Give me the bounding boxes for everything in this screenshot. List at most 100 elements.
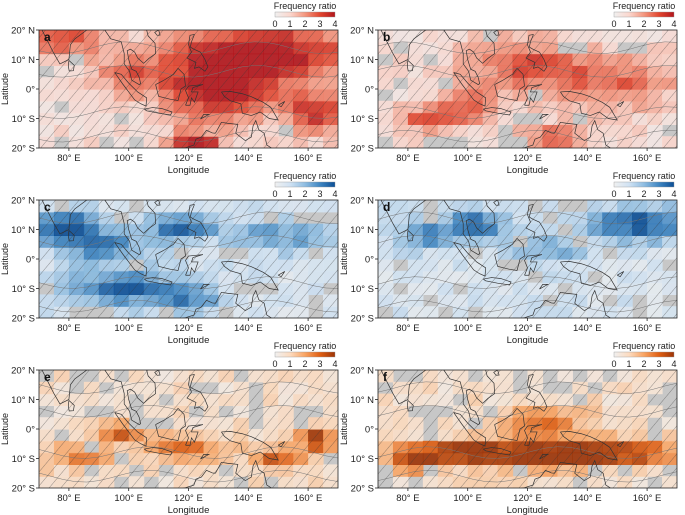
x-axis-label: Longitude [507, 505, 549, 515]
colorbar-tick-label: 4 [671, 359, 676, 369]
y-tick-label: 0° [365, 255, 374, 266]
coastline [185, 254, 203, 276]
coastline [493, 200, 500, 206]
coastline [155, 237, 186, 271]
significance-hatching [39, 370, 338, 488]
colorbar [274, 181, 336, 188]
colorbar-title: Frequency ratio [613, 171, 676, 181]
coastline [524, 254, 542, 276]
colorbar-tick-label: 2 [641, 19, 646, 29]
y-tick-label: 10° N [11, 395, 35, 406]
y-tick-label: 10° N [11, 225, 35, 236]
coastline [221, 91, 279, 121]
coastline [521, 299, 555, 318]
heatmap [378, 358, 677, 488]
y-tick-label: 20° N [350, 196, 374, 207]
coastline [443, 200, 495, 255]
coastline [144, 277, 173, 286]
x-axis-label: Longitude [507, 335, 549, 346]
coastline [154, 370, 161, 376]
y-tick-label: 20° S [12, 314, 35, 325]
colorbar-tick-label: 2 [302, 19, 307, 29]
colorbar-tick-label: 0 [611, 19, 616, 29]
colorbar-tick-label: 4 [332, 359, 337, 369]
x-tick-label: 120° E [174, 323, 203, 334]
panel-label: f [383, 370, 388, 384]
y-tick-label: 10° N [350, 395, 374, 406]
x-tick-label: 140° E [573, 323, 602, 334]
coastline [494, 407, 525, 441]
y-tick-label: 20° S [351, 314, 374, 325]
coastline [189, 358, 193, 364]
x-tick-label: 80° E [396, 493, 419, 504]
colorbar-tick-label: 4 [671, 189, 676, 199]
coastline [524, 84, 542, 106]
panel-label: a [44, 30, 51, 44]
y-axis-label: Latitude [0, 413, 10, 445]
coastline [494, 67, 525, 101]
colorbar-title: Frequency ratio [274, 1, 337, 11]
colorbar [274, 351, 336, 358]
y-axis-label: Latitude [0, 243, 10, 275]
heatmap [39, 200, 338, 318]
x-axis-label: Longitude [168, 165, 210, 176]
x-tick-label: 140° E [234, 153, 263, 164]
y-tick-label: 20° S [351, 484, 374, 495]
colorbar [613, 351, 675, 358]
coastline [617, 441, 625, 448]
colorbar-tick-label: 3 [317, 189, 322, 199]
colorbar-tick-label: 4 [332, 19, 337, 29]
colorbar-tick-label: 0 [272, 359, 277, 369]
y-tick-label: 20° S [12, 484, 35, 495]
coastline [554, 289, 612, 318]
coastline [114, 242, 148, 277]
coastline [560, 91, 618, 121]
panel-f: f 80° E 100° E 120° E 140° E 160° E Longitude 2… [339, 341, 678, 515]
colorbar-title: Frequency ratio [274, 171, 337, 181]
coastline [215, 119, 273, 148]
coastline [278, 101, 286, 108]
coastline [215, 459, 273, 488]
panel-b: b 80° E 100° E 120° E 140° E 160° E Longitude 2… [339, 1, 678, 176]
heatmap [39, 30, 338, 148]
y-axis-label: Latitude [339, 73, 349, 105]
coastline [278, 441, 286, 448]
coastline [406, 400, 414, 412]
coastline [114, 412, 148, 447]
colorbar [274, 11, 336, 18]
y-tick-label: 10° N [11, 55, 35, 66]
colorbar-tick-label: 1 [626, 359, 631, 369]
y-tick-label: 10° S [12, 114, 35, 125]
coastline [154, 200, 161, 206]
coastline [493, 370, 500, 376]
coastline [215, 289, 273, 318]
coastline [104, 370, 156, 425]
coastline [453, 72, 487, 107]
coastline [617, 271, 625, 278]
coastline [406, 230, 414, 242]
coastline [104, 30, 156, 85]
coastline [528, 358, 532, 364]
coastline [221, 431, 279, 461]
coastline [380, 370, 427, 405]
x-tick-label: 120° E [513, 153, 542, 164]
x-tick-label: 100° E [114, 323, 143, 334]
y-axis-label: Latitude [339, 243, 349, 275]
coastline [494, 237, 525, 271]
colorbar-tick-label: 3 [656, 189, 661, 199]
x-tick-label: 100° E [114, 153, 143, 164]
heatmap [378, 30, 677, 148]
coastline [443, 370, 495, 425]
coastline [155, 67, 186, 101]
x-axis-label: Longitude [168, 335, 210, 346]
coastline [525, 374, 548, 412]
colorbar-tick-label: 0 [272, 189, 277, 199]
panel-label: e [44, 370, 51, 384]
y-tick-label: 0° [26, 85, 35, 96]
colorbar-tick-label: 3 [317, 359, 322, 369]
x-tick-label: 80° E [396, 153, 419, 164]
coastline [525, 204, 548, 242]
colorbar-tick-label: 4 [671, 19, 676, 29]
x-tick-label: 100° E [453, 493, 482, 504]
y-tick-label: 0° [26, 255, 35, 266]
